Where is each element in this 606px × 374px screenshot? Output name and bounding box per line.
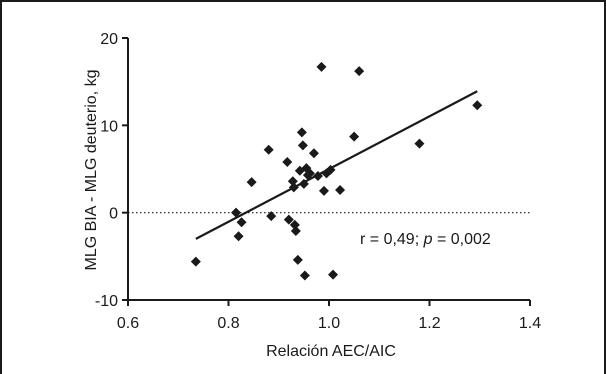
- data-point: [298, 178, 309, 189]
- x-axis-title: Relación AEC/AIC: [266, 343, 396, 360]
- data-point: [296, 127, 307, 138]
- data-point: [282, 157, 293, 168]
- data-point: [354, 66, 365, 77]
- data-point: [263, 144, 274, 155]
- y-tick-label: 10: [100, 118, 118, 135]
- data-point: [312, 170, 323, 181]
- data-point: [316, 61, 327, 72]
- y-tick-label: 0: [109, 206, 118, 223]
- data-point: [349, 131, 360, 142]
- data-point: [290, 226, 301, 237]
- data-point: [190, 256, 201, 267]
- data-point: [472, 100, 483, 111]
- x-tick-label: 0.8: [217, 315, 239, 332]
- correlation-annotation: r = 0,49; p = 0,002: [360, 231, 491, 248]
- data-point: [283, 214, 294, 225]
- y-axis-title: MLG BIA - MLG deuterio, kg: [83, 70, 100, 271]
- data-point: [335, 184, 346, 195]
- data-point: [318, 185, 329, 196]
- data-point: [289, 219, 300, 230]
- x-tick-label: 1.4: [519, 315, 541, 332]
- data-point: [233, 231, 244, 242]
- regression-line: [195, 90, 478, 240]
- data-point: [297, 140, 308, 151]
- data-point: [246, 177, 257, 188]
- x-tick-label: 0.6: [117, 315, 139, 332]
- annotation-p-value: = 0,002: [433, 231, 491, 248]
- data-point: [328, 269, 339, 280]
- data-point: [299, 270, 310, 281]
- data-point: [288, 182, 299, 193]
- data-point: [231, 207, 242, 218]
- data-point: [292, 254, 303, 265]
- data-point: [325, 164, 336, 175]
- tick-labels-layer: 0.6 0.8 1.0 1.2 1.4 -10 0 10 20: [95, 31, 541, 332]
- data-point: [287, 176, 298, 187]
- data-point: [266, 211, 277, 222]
- x-tick-label: 1.2: [418, 315, 440, 332]
- data-point: [414, 138, 425, 149]
- annotation-r: r = 0,49;: [360, 231, 424, 248]
- axes-layer: [122, 37, 531, 306]
- regression-line-layer: [195, 90, 478, 240]
- data-point: [304, 168, 315, 179]
- annotation-p-symbol: p: [423, 231, 433, 248]
- data-point: [236, 217, 247, 228]
- y-tick-label: -10: [95, 293, 118, 310]
- y-tick-label: 20: [100, 31, 118, 48]
- data-point: [308, 148, 319, 159]
- x-tick-label: 1.0: [318, 315, 340, 332]
- data-points-layer: [190, 61, 483, 281]
